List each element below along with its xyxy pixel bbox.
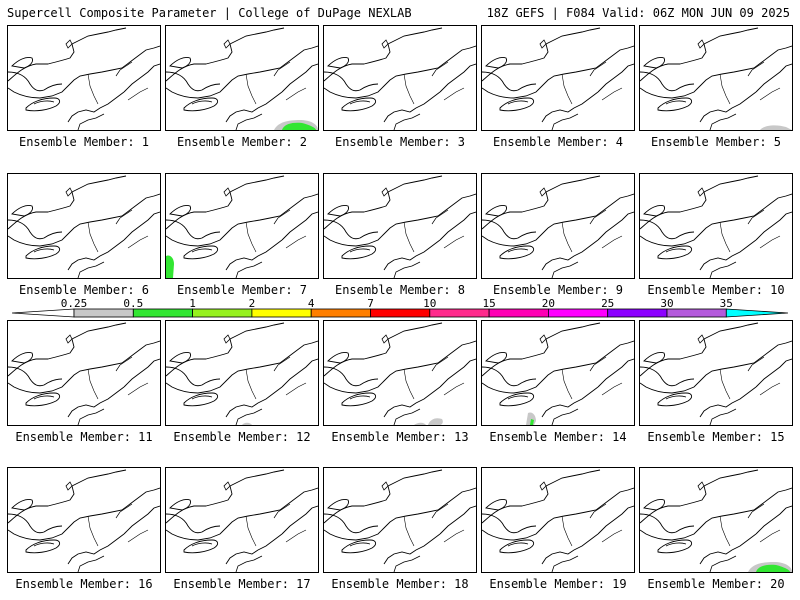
ensemble-member-map bbox=[481, 320, 635, 426]
northeast-us-map bbox=[8, 27, 160, 130]
colorbar-segment bbox=[429, 308, 490, 318]
ensemble-member-label: Ensemble Member: 6 bbox=[18, 283, 150, 297]
ensemble-member-label: Ensemble Member: 1 bbox=[18, 135, 150, 149]
northeast-us-map bbox=[166, 469, 318, 572]
colorbar-segment bbox=[73, 308, 134, 318]
ensemble-member-map bbox=[481, 173, 635, 279]
ensemble-member-label: Ensemble Member: 17 bbox=[173, 577, 311, 591]
northeast-us-map bbox=[8, 469, 160, 572]
ensemble-member-map bbox=[7, 25, 161, 131]
colorbar-segment bbox=[488, 308, 549, 318]
colorbar-tick-label: 1 bbox=[189, 297, 196, 310]
ensemble-member-label: Ensemble Member: 14 bbox=[489, 430, 627, 444]
colorbar-segment bbox=[251, 308, 312, 318]
colorbar-segment bbox=[310, 308, 371, 318]
ensemble-member-map bbox=[481, 25, 635, 131]
northeast-us-map bbox=[640, 469, 792, 572]
northeast-us-map bbox=[324, 27, 476, 130]
colorbar-tick-label: 2 bbox=[248, 297, 256, 310]
colorbar-segment bbox=[370, 308, 431, 318]
colorbar-tick-label: 10 bbox=[423, 297, 437, 310]
ensemble-member-map bbox=[165, 467, 319, 573]
ensemble-member-label: Ensemble Member: 20 bbox=[647, 577, 785, 591]
colorbar-tick-label: 7 bbox=[367, 297, 374, 310]
northeast-us-map bbox=[324, 322, 476, 425]
colorbar-tick-label: 20 bbox=[541, 297, 556, 310]
color-scale-bar bbox=[12, 308, 788, 318]
ensemble-member-map bbox=[7, 467, 161, 573]
ensemble-member-label: Ensemble Member: 2 bbox=[176, 135, 308, 149]
colorbar-tick-label: 25 bbox=[601, 297, 615, 310]
ensemble-member-map bbox=[323, 467, 477, 573]
northeast-us-map bbox=[640, 322, 792, 425]
ensemble-member-label: Ensemble Member: 15 bbox=[647, 430, 785, 444]
ensemble-member-label: Ensemble Member: 13 bbox=[331, 430, 469, 444]
ensemble-member-map bbox=[165, 320, 319, 426]
colorbar-tick-label: 30 bbox=[660, 297, 674, 310]
ensemble-member-label: Ensemble Member: 11 bbox=[15, 430, 153, 444]
northeast-us-map bbox=[482, 27, 634, 130]
colorbar-tick-label: 15 bbox=[482, 297, 496, 310]
colorbar-low-arrow bbox=[12, 308, 75, 318]
ensemble-member-map bbox=[323, 320, 477, 426]
northeast-us-map bbox=[166, 27, 318, 130]
colorbar-segment bbox=[607, 308, 668, 318]
colorbar-high-arrow bbox=[725, 308, 788, 318]
colorbar-tick-label: 0.25 bbox=[60, 297, 88, 310]
northeast-us-map bbox=[166, 175, 318, 278]
map-title: Supercell Composite Parameter | College … bbox=[7, 6, 412, 20]
northeast-us-map bbox=[482, 322, 634, 425]
colorbar-segment bbox=[192, 308, 253, 318]
ensemble-member-map bbox=[323, 173, 477, 279]
ensemble-member-label: Ensemble Member: 3 bbox=[334, 135, 466, 149]
northeast-us-map bbox=[324, 175, 476, 278]
northeast-us-map bbox=[640, 175, 792, 278]
ensemble-member-map bbox=[481, 467, 635, 573]
colorbar-tick-label: 4 bbox=[307, 297, 315, 310]
colorbar-tick-label: 35 bbox=[719, 297, 733, 310]
ensemble-member-label: Ensemble Member: 18 bbox=[331, 577, 469, 591]
ensemble-member-label: Ensemble Member: 4 bbox=[492, 135, 624, 149]
northeast-us-map bbox=[8, 322, 160, 425]
ensemble-member-map bbox=[165, 173, 319, 279]
colorbar-segment bbox=[666, 308, 727, 318]
ensemble-member-label: Ensemble Member: 8 bbox=[334, 283, 466, 297]
ensemble-member-map bbox=[323, 25, 477, 131]
valid-time: 18Z GEFS | F084 Valid: 06Z MON JUN 09 20… bbox=[486, 6, 790, 20]
colorbar-tick-label: 0.5 bbox=[123, 297, 144, 310]
northeast-us-map bbox=[482, 469, 634, 572]
ensemble-member-map bbox=[639, 173, 793, 279]
ensemble-member-label: Ensemble Member: 19 bbox=[489, 577, 627, 591]
ensemble-member-label: Ensemble Member: 5 bbox=[650, 135, 782, 149]
northeast-us-map bbox=[324, 469, 476, 572]
ensemble-member-label: Ensemble Member: 7 bbox=[176, 283, 308, 297]
colorbar-segment bbox=[548, 308, 609, 318]
colorbar-segment bbox=[132, 308, 194, 318]
northeast-us-map bbox=[8, 175, 160, 278]
ensemble-member-label: Ensemble Member: 10 bbox=[647, 283, 785, 297]
ensemble-member-map bbox=[639, 467, 793, 573]
ensemble-member-map bbox=[7, 173, 161, 279]
ensemble-member-label: Ensemble Member: 16 bbox=[15, 577, 153, 591]
ensemble-member-map bbox=[639, 320, 793, 426]
ensemble-member-label: Ensemble Member: 12 bbox=[173, 430, 311, 444]
ensemble-member-map bbox=[639, 25, 793, 131]
ensemble-member-map bbox=[165, 25, 319, 131]
northeast-us-map bbox=[166, 322, 318, 425]
northeast-us-map bbox=[482, 175, 634, 278]
northeast-us-map bbox=[640, 27, 792, 130]
ensemble-member-map bbox=[7, 320, 161, 426]
ensemble-member-label: Ensemble Member: 9 bbox=[492, 283, 624, 297]
